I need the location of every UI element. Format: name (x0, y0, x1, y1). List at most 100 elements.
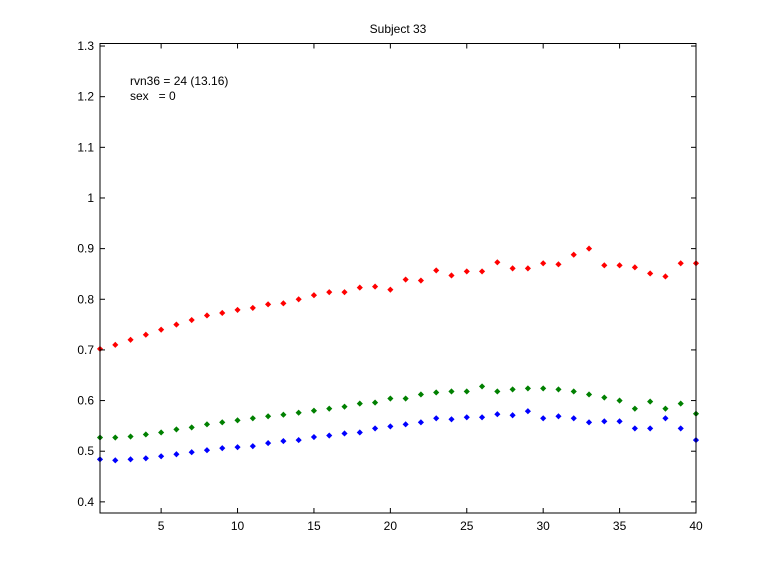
data-point (509, 386, 516, 393)
data-point (310, 407, 318, 414)
data-point (341, 430, 348, 437)
data-point (509, 265, 516, 272)
data-point (295, 437, 302, 444)
data-point (387, 423, 394, 430)
y-tick-label: 1.1 (77, 140, 94, 154)
series-red (96, 245, 700, 352)
data-point (463, 388, 470, 395)
data-point (570, 388, 577, 395)
data-point (616, 397, 623, 404)
data-point (647, 398, 654, 405)
data-point (188, 316, 195, 324)
data-point (372, 283, 379, 290)
data-point (555, 261, 562, 268)
annotation-text: sex = 0 (130, 89, 176, 103)
data-point (249, 304, 256, 311)
data-point (463, 268, 470, 275)
data-point (662, 273, 669, 280)
data-point (662, 405, 669, 412)
data-point (341, 403, 348, 410)
annotation-text: rvn36 = 24 (13.16) (130, 74, 228, 88)
data-point (524, 408, 531, 415)
y-tick-label: 0.5 (77, 444, 94, 458)
data-point (158, 453, 165, 460)
data-point (356, 284, 363, 291)
y-tick-label: 0.9 (77, 242, 94, 256)
x-tick-label: 20 (384, 519, 398, 533)
data-point (555, 386, 562, 393)
data-point (112, 341, 119, 348)
data-point (234, 444, 241, 451)
data-point (280, 411, 287, 418)
data-point (387, 286, 394, 293)
data-series-layer (96, 245, 700, 464)
data-point (127, 456, 134, 463)
data-point (570, 415, 577, 422)
data-point (280, 300, 287, 307)
axis-ticks: 5 10 15 20 25 30 35 40 0.4 0.5 0.6 0.7 0.8 0.9 1 1.1 1.2… (77, 39, 703, 533)
data-point (585, 391, 593, 398)
x-tick-label: 30 (536, 519, 550, 533)
x-tick-label: 25 (460, 519, 474, 533)
data-point (387, 395, 394, 402)
data-point (326, 289, 333, 296)
data-point (601, 418, 608, 425)
data-point (601, 262, 608, 269)
data-point (219, 419, 226, 426)
chart-title: Subject 33 (370, 22, 427, 36)
data-point (188, 424, 195, 431)
data-point (509, 412, 516, 419)
y-tick-label: 1.2 (77, 90, 94, 104)
data-point (555, 413, 562, 420)
data-point (356, 400, 363, 407)
data-point (310, 292, 318, 299)
data-point (631, 425, 638, 432)
y-tick-label: 0.6 (77, 394, 94, 408)
data-point (677, 425, 684, 432)
data-point (402, 395, 409, 402)
data-point (524, 385, 531, 392)
data-point (326, 405, 333, 412)
data-point (173, 451, 180, 458)
data-point (448, 388, 455, 395)
y-tick-label: 0.8 (77, 292, 94, 306)
data-point (524, 265, 531, 272)
data-point (463, 414, 470, 421)
data-point (188, 449, 195, 456)
data-point (203, 447, 211, 454)
data-point (433, 267, 440, 274)
data-point (203, 312, 211, 319)
y-tick-label: 0.4 (77, 495, 94, 509)
data-point (601, 394, 608, 401)
data-point (234, 417, 241, 424)
x-tick-label: 15 (307, 519, 321, 533)
data-point (433, 415, 440, 422)
data-point (478, 268, 486, 275)
x-tick-label: 35 (613, 519, 627, 533)
data-point (677, 400, 684, 407)
data-point (112, 434, 119, 441)
y-tick-label: 1.3 (77, 39, 94, 53)
data-point (647, 425, 654, 432)
y-tick-label: 1 (87, 191, 94, 205)
data-point (249, 415, 256, 422)
data-point (219, 445, 226, 452)
x-tick-label: 10 (231, 519, 245, 533)
data-point (142, 455, 149, 462)
data-point (631, 264, 638, 271)
data-point (142, 431, 149, 438)
data-point (372, 425, 379, 432)
data-point (326, 432, 333, 439)
data-point (142, 331, 149, 338)
x-tick-label: 5 (158, 519, 165, 533)
data-point (585, 419, 593, 426)
data-point (158, 326, 165, 333)
data-point (585, 245, 593, 252)
data-point (173, 426, 180, 433)
data-point (341, 289, 348, 296)
data-point (127, 336, 134, 343)
data-point (265, 301, 272, 308)
data-point (494, 259, 501, 266)
